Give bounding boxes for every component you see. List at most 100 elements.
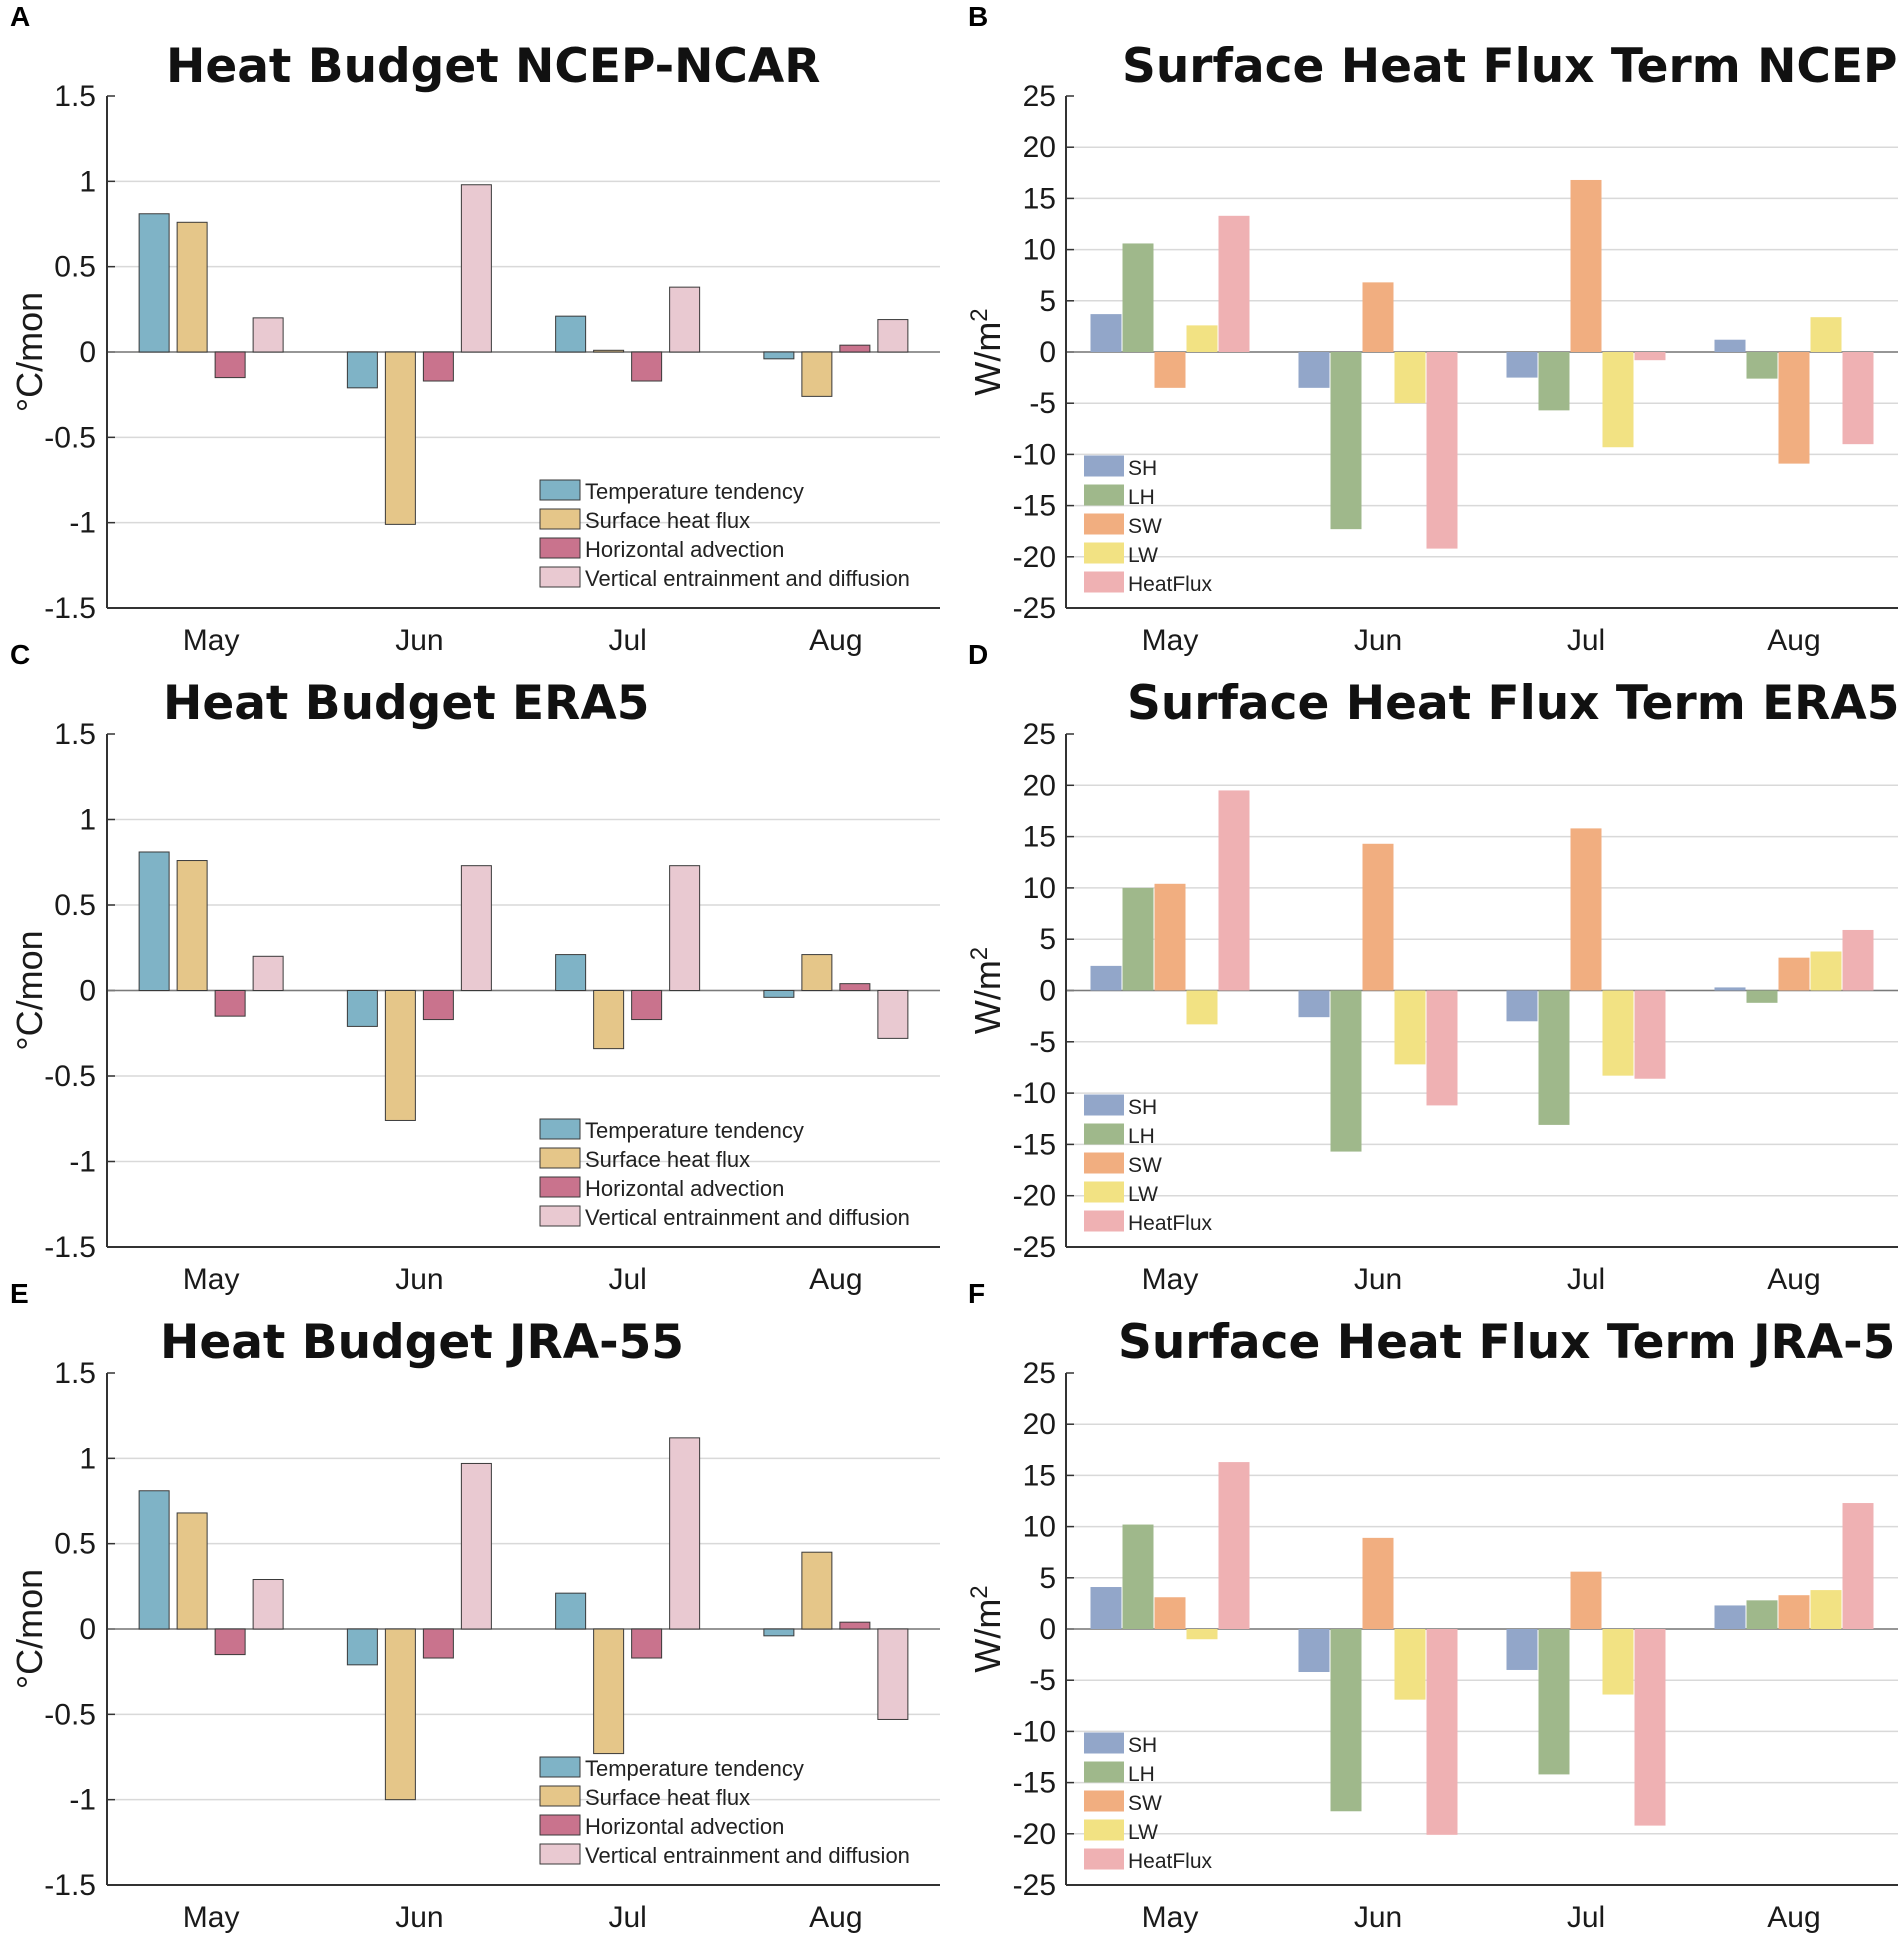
bar-sh-jun	[1298, 352, 1330, 388]
y-tick-label: -10	[1013, 1077, 1056, 1110]
legend-label: HeatFlux	[1128, 1850, 1213, 1873]
y-tick-label: -0.5	[44, 421, 96, 454]
panel-letter: B	[968, 1, 988, 32]
legend-label: Surface heat flux	[585, 1785, 750, 1810]
bar-temperature-tendency-aug	[763, 990, 795, 998]
legend-swatch	[539, 537, 581, 559]
y-tick-label: 1	[79, 804, 96, 837]
y-tick-label: 10	[1023, 1511, 1056, 1544]
x-tick-label: Jun	[395, 624, 443, 657]
x-tick-label: May	[1142, 1263, 1199, 1296]
bar-lh-may	[1122, 1524, 1154, 1629]
legend-swatch	[1084, 1819, 1124, 1841]
bar-lw-aug	[1810, 317, 1842, 352]
bar-vertical-entrainment-and-diffusion-jul	[669, 1437, 701, 1630]
panel-c: C Heat Budget ERA5 1.5 1 0.5 0 -0.5 -1 -1.5 °C/mo…	[9, 639, 940, 1296]
bar-vertical-entrainment-and-diffusion-aug	[877, 319, 909, 353]
bar-lh-jun	[1330, 352, 1362, 530]
legend-label: LH	[1128, 1763, 1155, 1786]
bar-horizontal-advection-may	[214, 990, 246, 1017]
y-tick-label: 5	[1039, 285, 1056, 318]
legend-label: Vertical entrainment and diffusion	[585, 1843, 910, 1868]
bar-lh-aug	[1746, 990, 1778, 1003]
legend-swatch	[539, 1814, 581, 1836]
y-tick-label: 0	[1039, 975, 1056, 1008]
bar-heatflux-jul	[1634, 352, 1666, 361]
bar-lw-jun	[1394, 1629, 1426, 1700]
bar-horizontal-advection-aug	[839, 983, 871, 991]
y-tick-label: -0.5	[44, 1698, 96, 1731]
legend-label: SW	[1128, 1154, 1162, 1177]
legend-swatch	[1084, 542, 1124, 564]
y-tick-label: -20	[1013, 541, 1056, 574]
bar-temperature-tendency-jun	[346, 351, 378, 389]
bar-lh-jul	[1538, 352, 1570, 411]
legend-label: LW	[1128, 544, 1158, 567]
x-tick-label: Aug	[809, 624, 862, 657]
x-tick-label: Jul	[608, 1263, 646, 1296]
legend-label: LW	[1128, 1183, 1158, 1206]
bar-surface-heat-flux-jun	[384, 990, 416, 1121]
bar-sh-jun	[1298, 1629, 1330, 1673]
bar-lw-jul	[1602, 352, 1634, 448]
bar-sh-aug	[1714, 1605, 1746, 1629]
panel-a: A Heat Budget NCEP-NCAR 1.5 1 0.5 0 -0.5 -1 -1.5…	[9, 1, 940, 657]
x-tick-label: May	[183, 1263, 240, 1296]
bar-temperature-tendency-jul	[555, 1592, 587, 1630]
bar-sw-may	[1154, 883, 1186, 991]
legend-label: Temperature tendency	[585, 1756, 804, 1781]
bar-surface-heat-flux-may	[176, 1512, 208, 1630]
bar-lw-aug	[1810, 951, 1842, 991]
y-axis-label: W/m2	[966, 308, 1009, 395]
y-tick-label: 0	[1039, 1613, 1056, 1646]
y-tick-label: -5	[1029, 1026, 1056, 1059]
bar-temperature-tendency-aug	[763, 351, 795, 360]
bar-heatflux-jun	[1426, 1629, 1458, 1835]
x-tick-label: Aug	[1767, 1901, 1820, 1934]
y-tick-label: -1.5	[44, 1869, 96, 1902]
y-tick-label: 1.5	[54, 1357, 96, 1390]
bar-sw-may	[1154, 352, 1186, 388]
legend-swatch	[539, 1118, 581, 1140]
bar-temperature-tendency-aug	[763, 1628, 795, 1637]
panel-f: F Surface Heat Flux Term JRA-55 25 20 15 10 5 0…	[966, 1278, 1898, 1934]
y-tick-label: 20	[1023, 131, 1056, 164]
bar-temperature-tendency-jul	[555, 954, 587, 992]
legend-label: SW	[1128, 515, 1162, 538]
bar-sw-jul	[1570, 1571, 1602, 1629]
bar-temperature-tendency-jul	[555, 315, 587, 353]
y-tick-label: 25	[1023, 1357, 1056, 1390]
bar-sw-aug	[1778, 352, 1810, 464]
y-tick-label: 15	[1023, 821, 1056, 854]
bar-lh-may	[1122, 887, 1154, 991]
y-tick-label: 1.5	[54, 80, 96, 113]
bar-heatflux-jun	[1426, 352, 1458, 549]
legend-label: SH	[1128, 457, 1157, 480]
bar-lh-may	[1122, 243, 1154, 352]
bar-sh-aug	[1714, 339, 1746, 352]
legend-label: HeatFlux	[1128, 573, 1213, 596]
legend-swatch	[1084, 1094, 1124, 1116]
legend-label: Horizontal advection	[585, 1814, 784, 1839]
panel-letter: F	[968, 1278, 985, 1309]
bar-horizontal-advection-jun	[422, 351, 454, 382]
bar-lh-jun	[1330, 990, 1362, 1152]
y-tick-label: -1	[69, 507, 96, 540]
y-tick-label: -25	[1013, 1231, 1056, 1264]
x-tick-label: Jun	[395, 1901, 443, 1934]
legend-label: Horizontal advection	[585, 537, 784, 562]
bar-temperature-tendency-may	[138, 1490, 170, 1630]
bar-heatflux-may	[1218, 1462, 1250, 1629]
bar-temperature-tendency-jun	[346, 1628, 378, 1666]
y-axis-label: W/m2	[966, 1585, 1009, 1672]
y-tick-label: 20	[1023, 769, 1056, 802]
bar-surface-heat-flux-aug	[801, 1551, 833, 1630]
y-tick-label: 25	[1023, 718, 1056, 751]
x-tick-label: Jun	[1354, 1901, 1402, 1934]
bar-horizontal-advection-jun	[422, 1628, 454, 1659]
y-tick-label: -1.5	[44, 592, 96, 625]
x-tick-label: Jul	[1567, 1901, 1605, 1934]
y-axis-label: °C/mon	[9, 1569, 50, 1689]
bar-vertical-entrainment-and-diffusion-jul	[669, 286, 701, 353]
